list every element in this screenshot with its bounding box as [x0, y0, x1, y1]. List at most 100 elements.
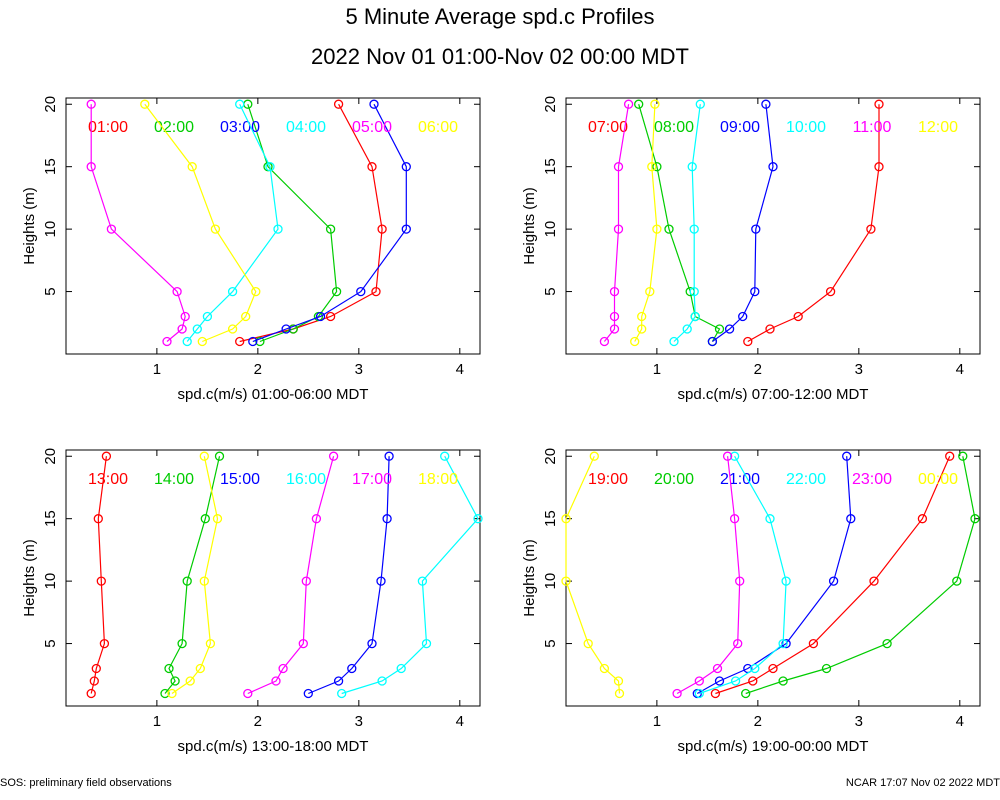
data-point: [781, 638, 791, 649]
x-axis-label: spd.c(m/s) 01:00-06:00 MDT: [178, 386, 369, 403]
y-axis-label: Heights (m): [21, 539, 38, 617]
y-axis-label: Heights (m): [21, 187, 38, 265]
data-point: [599, 663, 610, 674]
data-point: [192, 324, 202, 334]
x-tick-label: 3: [855, 713, 863, 730]
series-line-01:00: [239, 103, 383, 343]
legend-label: 22:00: [786, 471, 826, 488]
data-point: [712, 663, 723, 674]
data-point: [694, 688, 704, 699]
data-point: [781, 576, 791, 586]
x-tick-label: 3: [355, 361, 363, 378]
data-point: [842, 451, 852, 461]
data-point: [768, 663, 778, 674]
data-point: [167, 688, 177, 699]
legend-label: 14:00: [154, 471, 194, 488]
legend-label: 13:00: [88, 471, 128, 488]
data-point: [376, 576, 386, 586]
data-point: [733, 638, 743, 649]
legend-label: 19:00: [588, 471, 628, 488]
data-point: [278, 663, 288, 674]
data-point: [396, 663, 406, 674]
legend-label: 09:00: [720, 119, 760, 136]
data-point: [729, 514, 740, 524]
data-point: [333, 676, 344, 686]
x-axis-label: spd.c(m/s) 19:00-00:00 MDT: [678, 738, 869, 755]
data-point: [182, 576, 192, 586]
data-point: [96, 576, 106, 586]
data-point: [162, 336, 172, 347]
data-point: [89, 676, 99, 686]
x-tick-label: 3: [855, 361, 863, 378]
data-point: [710, 688, 721, 699]
data-point: [690, 311, 700, 322]
data-point: [200, 514, 210, 524]
legend-label: 01:00: [88, 119, 128, 136]
data-point: [382, 514, 392, 524]
data-point: [778, 676, 788, 686]
data-point: [917, 514, 928, 524]
y-tick-label: 20: [542, 448, 559, 465]
data-point: [825, 286, 836, 297]
data-point: [384, 451, 394, 461]
y-tick-label: 5: [542, 287, 559, 295]
x-axis-label: spd.c(m/s) 07:00-12:00 MDT: [678, 386, 869, 403]
y-tick-label: 5: [542, 639, 559, 647]
series-line-19:00: [715, 455, 951, 695]
data-point: [331, 286, 342, 297]
x-tick-label: 4: [956, 713, 964, 730]
y-tick-label: 15: [542, 510, 559, 527]
data-point: [235, 99, 245, 109]
data-point: [369, 99, 379, 109]
data-point: [689, 286, 699, 297]
x-tick-label: 1: [153, 713, 161, 730]
data-point: [741, 688, 751, 699]
data-point: [647, 162, 657, 172]
x-tick-label: 4: [456, 361, 464, 378]
data-point: [298, 638, 308, 649]
data-point: [689, 224, 699, 234]
data-point: [609, 324, 620, 334]
series-line-10:00: [673, 104, 701, 342]
data-point: [652, 162, 662, 172]
data-point: [255, 336, 265, 347]
data-point: [874, 162, 884, 172]
footer-left: SOS: preliminary field observations: [0, 777, 172, 789]
data-point: [561, 576, 571, 586]
data-point: [421, 638, 432, 649]
data-point: [86, 162, 96, 172]
data-point: [101, 451, 112, 461]
series-line-23:00: [676, 456, 741, 695]
data-point: [281, 324, 291, 334]
data-point: [248, 336, 258, 347]
data-point: [91, 663, 101, 674]
data-point: [377, 676, 387, 686]
panel-3-frame: [65, 449, 481, 707]
panel-2-frame: [565, 97, 981, 355]
y-tick-label: 10: [42, 573, 59, 590]
y-tick-label: 20: [542, 96, 559, 113]
data-point: [160, 688, 170, 699]
series-line-13:00: [90, 456, 107, 694]
legend-label: 20:00: [654, 471, 694, 488]
data-point: [589, 451, 599, 461]
data-point: [687, 162, 697, 172]
data-point: [664, 224, 674, 234]
panel-1-frame: [65, 97, 481, 355]
legend-label: 07:00: [588, 119, 628, 136]
data-point: [367, 162, 377, 172]
data-point: [195, 663, 205, 674]
data-point: [738, 311, 748, 322]
data-point: [371, 286, 381, 297]
y-tick-label: 15: [542, 158, 559, 175]
x-tick-label: 1: [653, 361, 661, 378]
x-tick-label: 2: [754, 361, 762, 378]
series-line-22:00: [699, 455, 787, 695]
legend-label: 03:00: [220, 119, 260, 136]
data-point: [793, 311, 803, 322]
series-line-17:00: [247, 456, 335, 695]
data-point: [187, 162, 197, 172]
figure-subtitle: 2022 Nov 01 01:00-Nov 02 00:00 MDT: [311, 44, 689, 69]
legend-label: 15:00: [220, 471, 260, 488]
data-point: [583, 638, 593, 649]
